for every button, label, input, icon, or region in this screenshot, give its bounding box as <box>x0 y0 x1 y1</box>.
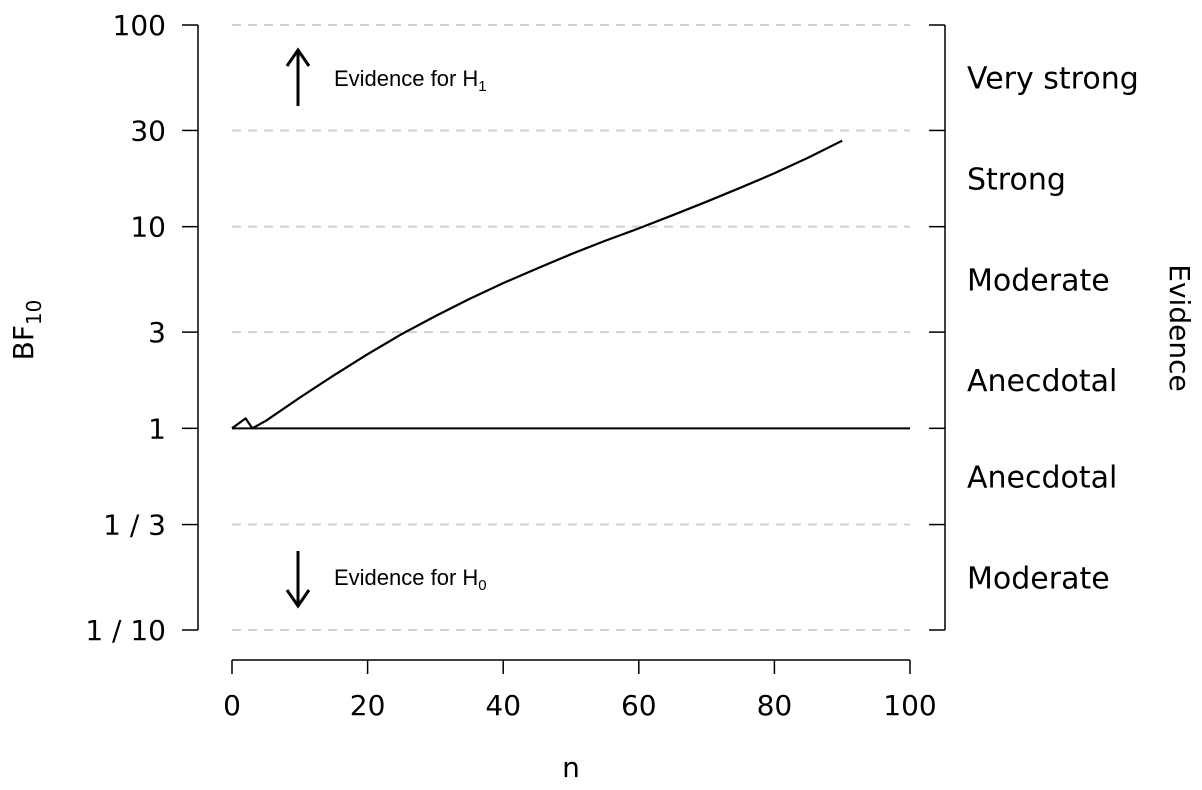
y-tick-label: 1 <box>148 412 166 445</box>
down-arrow-head <box>285 589 311 609</box>
y-axis-label: BF10 <box>7 300 46 361</box>
evidence-h0-label: Evidence for H0 <box>334 565 487 594</box>
evidence-h0-annotation: Evidence for H0 <box>285 551 487 609</box>
y-tick-label: 100 <box>113 9 166 42</box>
evidence-axis-right: Very strong Strong Moderate Anecdotal Anecdo… <box>929 24 1139 631</box>
x-tick-label: 100 <box>883 689 936 722</box>
evidence-band-label: Very strong <box>967 62 1139 97</box>
right-axis-title: Evidence <box>1163 264 1196 391</box>
series-group <box>231 139 843 430</box>
gridlines <box>232 24 910 631</box>
up-arrow-head <box>285 47 311 67</box>
bf-series-line <box>231 139 843 430</box>
x-axis: 0 20 40 60 80 100 <box>223 659 937 722</box>
evidence-band-label: Anecdotal <box>967 364 1117 399</box>
x-tick-label: 80 <box>757 689 793 722</box>
evidence-band-label: Moderate <box>967 263 1110 298</box>
y-tick-label: 1 / 3 <box>103 509 166 542</box>
evidence-band-label: Moderate <box>967 561 1110 596</box>
x-tick-label: 0 <box>223 689 241 722</box>
evidence-band-label: Anecdotal <box>967 460 1117 495</box>
evidence-h1-label: Evidence for H1 <box>334 66 487 95</box>
x-axis-label: n <box>562 751 580 784</box>
y-tick-label: 3 <box>148 316 166 349</box>
evidence-band-label: Strong <box>967 163 1066 198</box>
y-tick-label: 30 <box>130 114 166 147</box>
y-tick-label: 1 / 10 <box>85 614 166 647</box>
x-tick-label: 40 <box>485 689 521 722</box>
x-tick-label: 20 <box>350 689 386 722</box>
y-axis-left: 1 / 10 1 / 3 1 3 10 30 100 <box>85 9 199 647</box>
x-tick-label: 60 <box>621 689 657 722</box>
evidence-h1-annotation: Evidence for H1 <box>285 47 487 106</box>
y-tick-label: 10 <box>130 211 166 244</box>
